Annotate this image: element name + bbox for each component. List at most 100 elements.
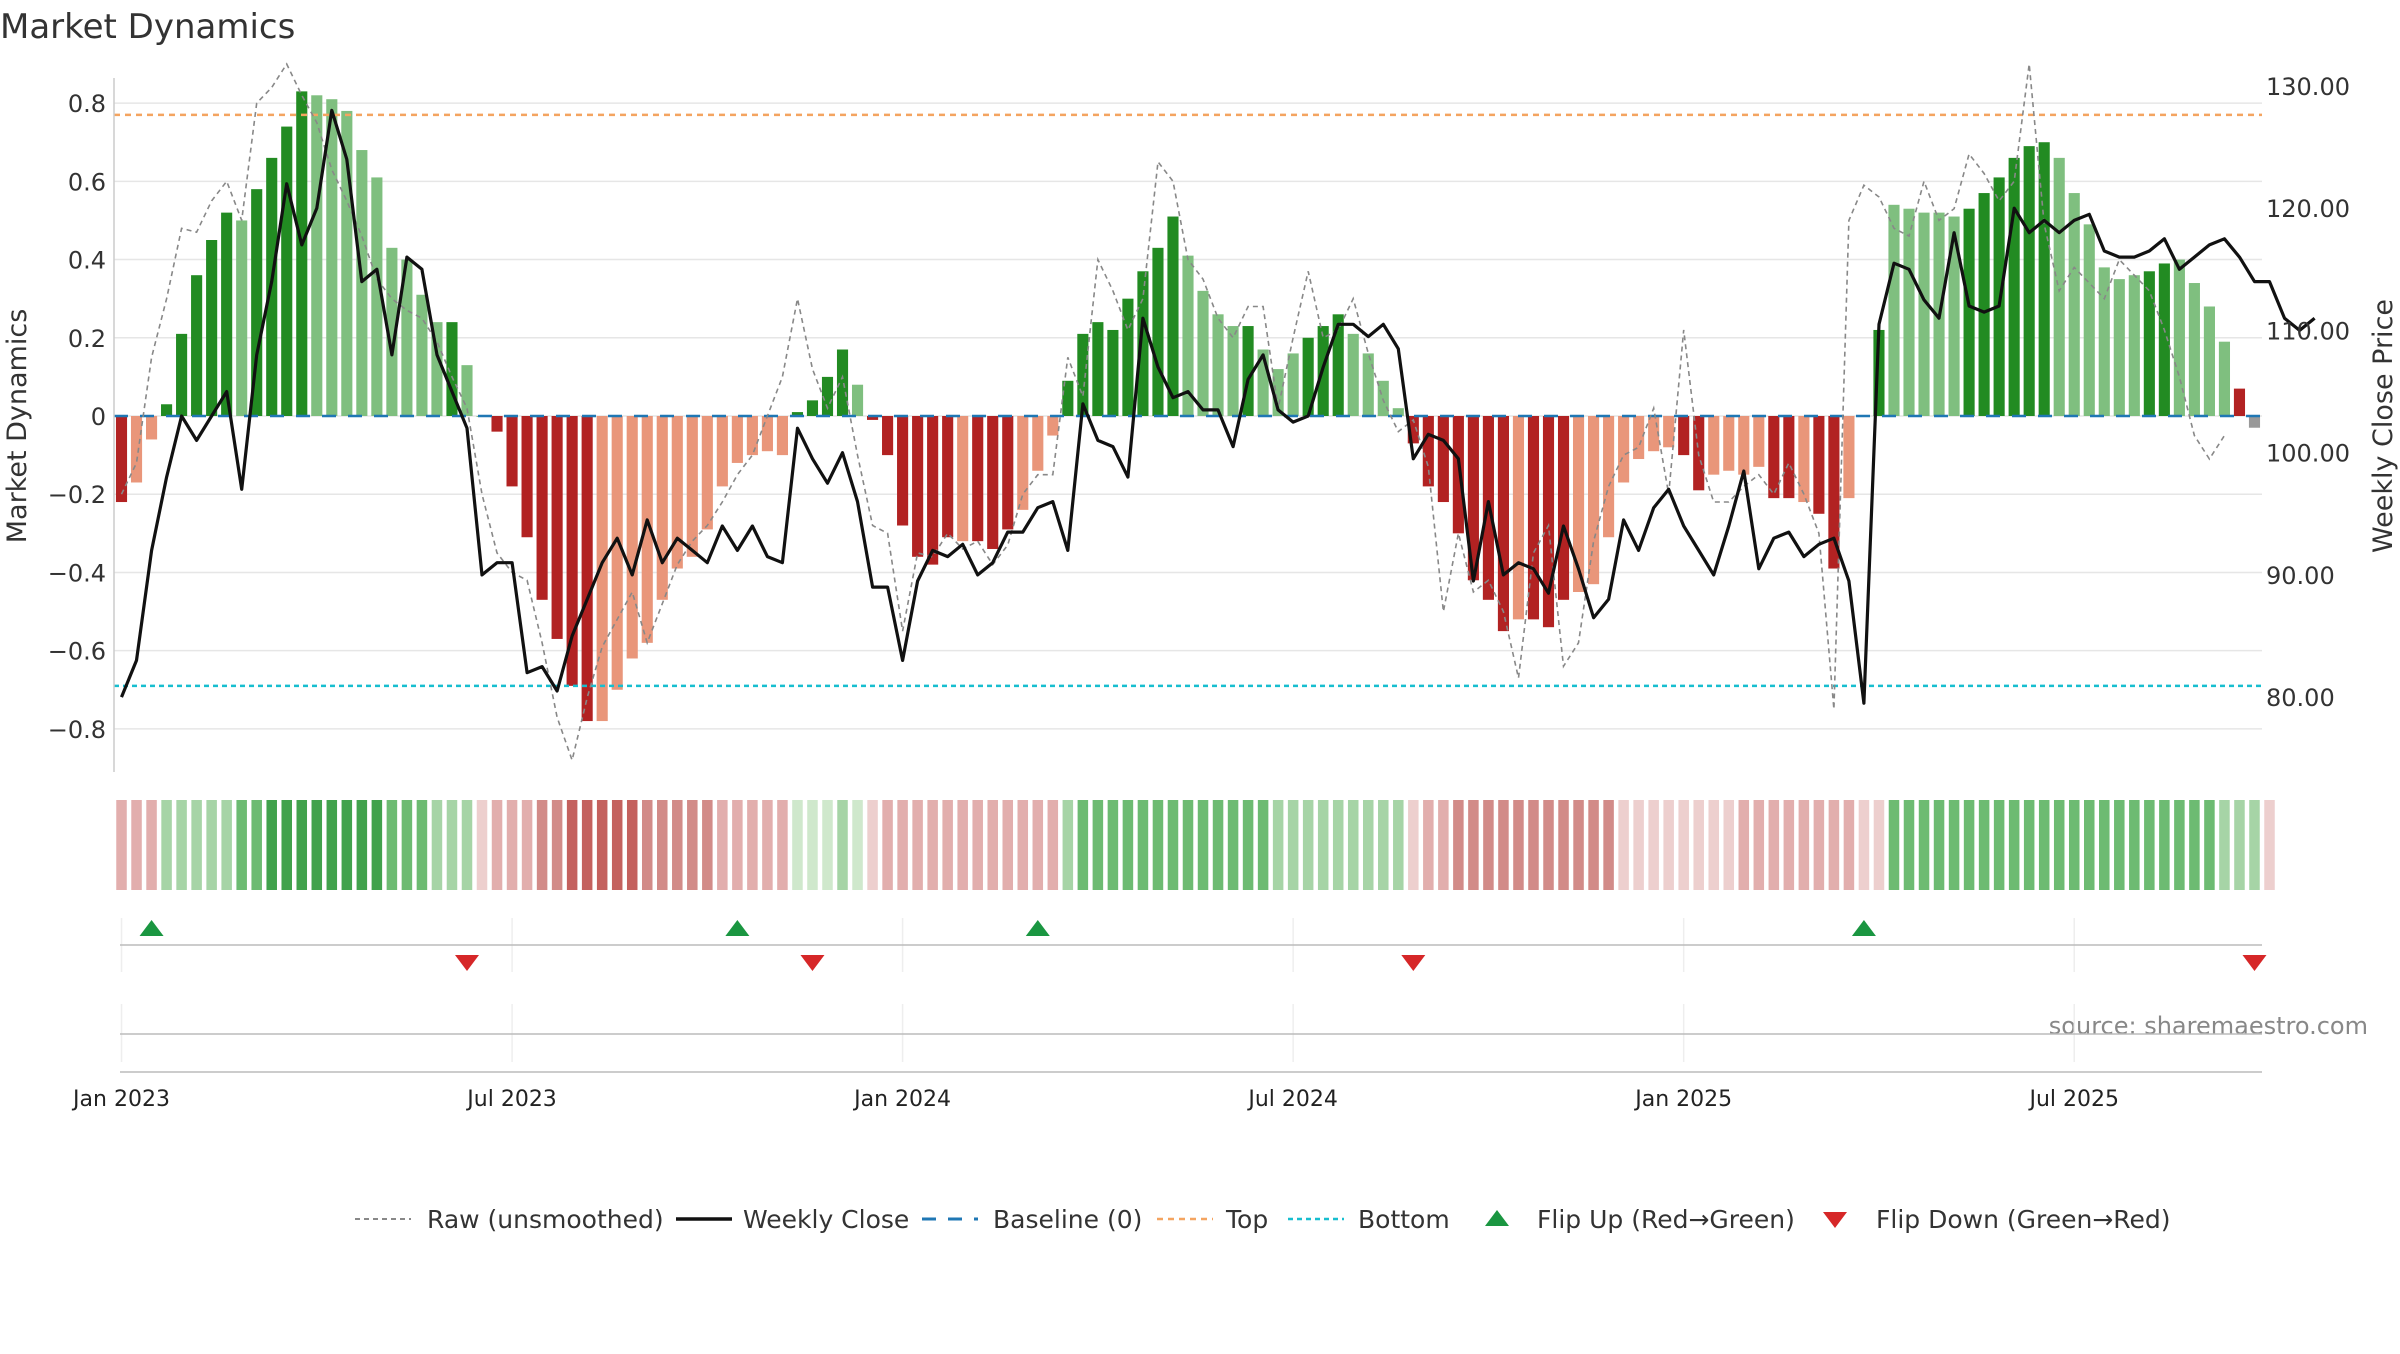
regime-cell	[611, 800, 623, 890]
legend-label: Flip Up (Red→Green)	[1537, 1205, 1795, 1234]
flip-up-marker	[1851, 920, 1876, 936]
market-dynamics-bar	[431, 322, 443, 416]
legend-item-baseline: Baseline (0)	[922, 1205, 1142, 1234]
legend-item-flip_up: Flip Up (Red→Green)	[1485, 1205, 1795, 1234]
market-dynamics-bar	[641, 416, 653, 643]
bars-layer	[115, 91, 2261, 722]
market-dynamics-bar	[1092, 322, 1104, 416]
regime-cell	[1693, 800, 1704, 890]
market-dynamics-bar	[1678, 416, 1690, 456]
regime-cell	[1603, 800, 1614, 890]
regime-cell	[777, 800, 788, 890]
market-dynamics-bar	[1002, 416, 1014, 530]
y-tick-label: −0.8	[48, 716, 106, 744]
flip-markers-panel	[139, 920, 2267, 971]
market-dynamics-bar	[1512, 416, 1525, 620]
regime-cell	[1182, 800, 1194, 890]
regime-cell	[2159, 800, 2170, 890]
market-dynamics-bar	[2188, 283, 2200, 416]
legend-item-top: Top	[1157, 1205, 1268, 1234]
market-dynamics-bar	[2203, 306, 2215, 416]
market-dynamics-bar	[746, 416, 758, 456]
legend-item-bottom: Bottom	[1288, 1205, 1450, 1234]
regime-cell	[2114, 800, 2125, 890]
regime-cell	[1107, 800, 1119, 890]
weekly-close-line	[120, 108, 2316, 705]
y2-tick-label: 90.00	[2266, 562, 2335, 590]
regime-cell	[657, 800, 668, 890]
regime-cell	[1077, 800, 1089, 890]
market-dynamics-bar	[581, 416, 593, 722]
regime-cell	[1047, 800, 1059, 890]
market-dynamics-bar	[1347, 333, 1359, 416]
flip-up-marker	[1025, 920, 1050, 936]
market-dynamics-bar	[1407, 416, 1419, 444]
regime-cell	[1167, 800, 1179, 890]
regime-cell	[1828, 800, 1840, 890]
regime-cell	[251, 800, 262, 890]
market-dynamics-bar	[1903, 208, 1915, 416]
regime-cell	[521, 800, 533, 890]
regime-cell	[131, 800, 142, 890]
regime-cell	[2023, 800, 2035, 890]
regime-cell	[266, 800, 277, 890]
regime-cell	[146, 800, 157, 890]
regime-cell	[1573, 800, 1584, 890]
regime-cell	[717, 800, 728, 890]
regime-cell	[626, 800, 638, 890]
market-dynamics-bar	[371, 177, 383, 416]
market-dynamics-bar	[1437, 416, 1449, 503]
market-dynamics-bar	[1422, 416, 1434, 487]
market-dynamics-bar	[1452, 416, 1464, 534]
regime-cell	[837, 800, 848, 890]
market-dynamics-bar	[2233, 388, 2246, 416]
regime-cell	[2129, 800, 2140, 890]
market-dynamics-bar	[251, 189, 263, 416]
y2-tick-label: 130.00	[2266, 73, 2350, 101]
regime-cell	[2099, 800, 2110, 890]
market-dynamics-bar	[1467, 416, 1479, 581]
regime-cell	[957, 800, 968, 890]
market-dynamics-bar	[1392, 408, 1404, 416]
market-dynamics-bar	[1227, 326, 1239, 416]
market-dynamics-bar	[1107, 329, 1119, 416]
regime-cell	[296, 800, 308, 890]
regime-cell	[1498, 800, 1509, 890]
regime-cell	[1468, 800, 1479, 890]
market-dynamics-bar	[221, 212, 233, 416]
market-dynamics-bar	[1542, 416, 1555, 628]
market-dynamics-bar	[461, 365, 473, 416]
regime-cell	[401, 800, 413, 890]
regime-cell	[687, 800, 698, 890]
regime-cell	[1963, 800, 1975, 890]
regime-cell	[356, 800, 368, 890]
market-dynamics-bar	[791, 412, 804, 416]
regime-cell	[882, 800, 893, 890]
regime-cell	[1257, 800, 1269, 890]
regime-cell	[1032, 800, 1044, 890]
regime-cell	[1362, 800, 1374, 890]
regime-cell	[1272, 800, 1284, 890]
regime-cell	[1633, 800, 1644, 890]
legend-label: Top	[1225, 1205, 1268, 1234]
market-dynamics-bar	[1032, 416, 1044, 471]
flip-down-marker	[1401, 955, 1426, 971]
regime-cell	[852, 800, 863, 890]
market-dynamics-bar	[1888, 204, 1900, 416]
market-dynamics-bar	[2098, 267, 2110, 416]
market-dynamics-bar	[2113, 279, 2125, 416]
regime-cell	[1858, 800, 1870, 890]
regime-cell	[566, 800, 578, 890]
regime-cell	[1002, 800, 1014, 890]
x-tick-label: Jul 2024	[1246, 1087, 1338, 1112]
source-label: source: sharemaestro.com	[2049, 1012, 2368, 1040]
regime-cell	[762, 800, 773, 890]
regime-cell	[1843, 800, 1855, 890]
market-dynamics-bar	[1828, 416, 1840, 569]
market-dynamics-bar	[701, 416, 713, 530]
regime-cell	[1678, 800, 1689, 890]
regime-cell	[1813, 800, 1825, 890]
y2-tick-label: 100.00	[2266, 440, 2350, 468]
regime-cell	[221, 800, 232, 890]
market-dynamics-bar	[761, 416, 773, 452]
